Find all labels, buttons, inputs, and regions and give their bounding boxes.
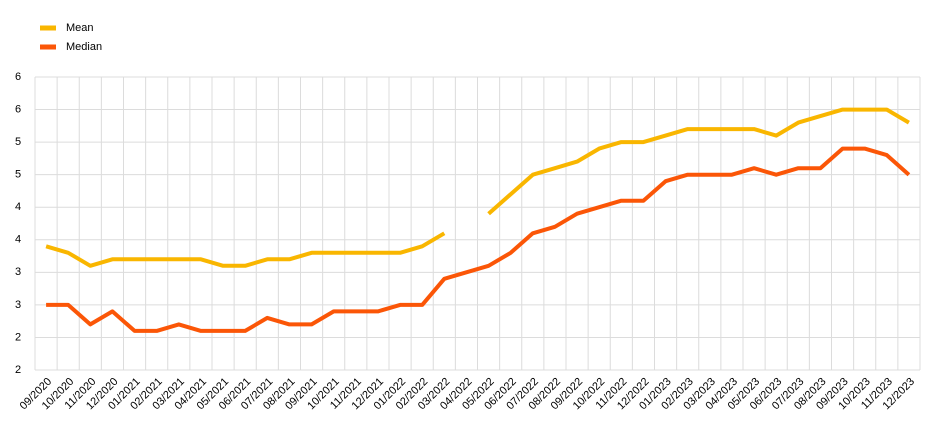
- y-tick-label: 6: [15, 71, 21, 83]
- legend-label: Mean: [66, 22, 94, 34]
- y-tick-label: 6: [15, 103, 21, 115]
- y-tick-label: 4: [15, 201, 21, 213]
- y-tick-label: 5: [15, 169, 21, 181]
- y-tick-label: 2: [15, 331, 21, 343]
- legend-label: Median: [66, 41, 102, 53]
- y-tick-label: 3: [15, 299, 21, 311]
- y-tick-label: 2: [15, 364, 21, 376]
- y-tick-label: 3: [15, 266, 21, 278]
- line-series: [45, 107, 910, 268]
- y-tick-label: 4: [15, 234, 21, 246]
- line-series: [46, 146, 911, 333]
- y-tick-label: 5: [15, 136, 21, 148]
